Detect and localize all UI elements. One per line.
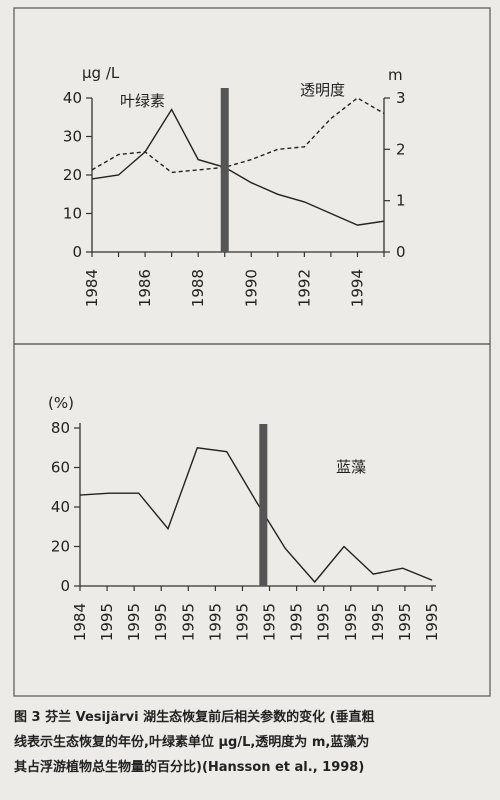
- transparency-series-label: 透明度: [300, 81, 345, 99]
- left-y-tick-label: 30: [63, 128, 82, 146]
- restoration-year-bar: [259, 424, 268, 586]
- x-tick-label: 1995: [396, 603, 414, 641]
- x-tick-label: 1986: [136, 269, 154, 307]
- x-tick-label: 1992: [295, 269, 313, 307]
- y-tick-label: 60: [51, 459, 70, 477]
- cyanobacteria-chart: 0 20 40 60 80 (%) 1984 1995 1995 1995 1995 1995 1995…: [48, 394, 441, 641]
- y-unit-label: (%): [48, 394, 74, 412]
- x-tick-label: 1995: [98, 603, 116, 641]
- chlorophyll-series-label: 叶绿素: [120, 92, 165, 110]
- x-tick-label: 1994: [348, 269, 366, 307]
- x-tick-label: 1984: [71, 603, 89, 641]
- y-tick-label: 0: [60, 577, 70, 595]
- figure-caption: 图 3 芬兰 Vesijärvi 湖生态恢复前后相关参数的变化 (垂直粗 线表示…: [14, 705, 490, 780]
- right-y-tick-label: 1: [396, 192, 406, 210]
- chlorophyll-line: [91, 108, 385, 226]
- y-tick-label: 40: [51, 498, 70, 516]
- restoration-year-bar: [220, 88, 229, 252]
- x-tick-label: 1995: [288, 603, 306, 641]
- right-y-tick-label: 0: [396, 243, 406, 261]
- right-y-unit-label: m: [388, 66, 403, 84]
- y-tick-label: 20: [51, 538, 70, 556]
- x-tick-label: 1995: [179, 603, 197, 641]
- x-tick-label: 1995: [369, 603, 387, 641]
- caption-line: 其占浮游植物总生物量的百分比)(Hansson et al., 1998): [14, 760, 365, 775]
- x-tick-label: 1995: [261, 603, 279, 641]
- right-y-tick-label: 3: [396, 89, 406, 107]
- right-y-tick-label: 2: [396, 140, 406, 158]
- left-y-tick-label: 10: [63, 205, 82, 223]
- bottom-panel-frame: [13, 343, 491, 697]
- caption-line: 图 3 芬兰 Vesijärvi 湖生态恢复前后相关参数的变化 (垂直粗: [14, 710, 375, 725]
- chlorophyll-transparency-chart: 0 10 20 30 40 0 1 2 3 1984 1986 1988 1990 1992 1994 μg …: [63, 64, 406, 307]
- x-tick-label: 1990: [242, 269, 260, 307]
- left-y-tick-label: 0: [72, 243, 82, 261]
- x-tick-label: 1995: [342, 603, 360, 641]
- left-y-tick-label: 20: [63, 166, 82, 184]
- x-tick-label: 1995: [206, 603, 224, 641]
- x-tick-label: 1984: [83, 269, 101, 307]
- left-y-unit-label: μg /L: [82, 64, 120, 82]
- x-tick-label: 1995: [423, 603, 441, 641]
- x-tick-label: 1988: [189, 269, 207, 307]
- left-y-tick-label: 40: [63, 89, 82, 107]
- transparency-line: [91, 97, 385, 174]
- cyanobacteria-series-label: 蓝藻: [336, 458, 366, 476]
- cyanobacteria-line: [79, 447, 433, 584]
- caption-line: 线表示生态恢复的年份,叶绿素单位 μg/L,透明度为 m,蓝藻为: [14, 735, 370, 750]
- x-tick-label: 1995: [233, 603, 251, 641]
- x-tick-label: 1995: [152, 603, 170, 641]
- x-tick-label: 1995: [125, 603, 143, 641]
- y-tick-label: 80: [51, 419, 70, 437]
- x-tick-label: 1995: [315, 603, 333, 641]
